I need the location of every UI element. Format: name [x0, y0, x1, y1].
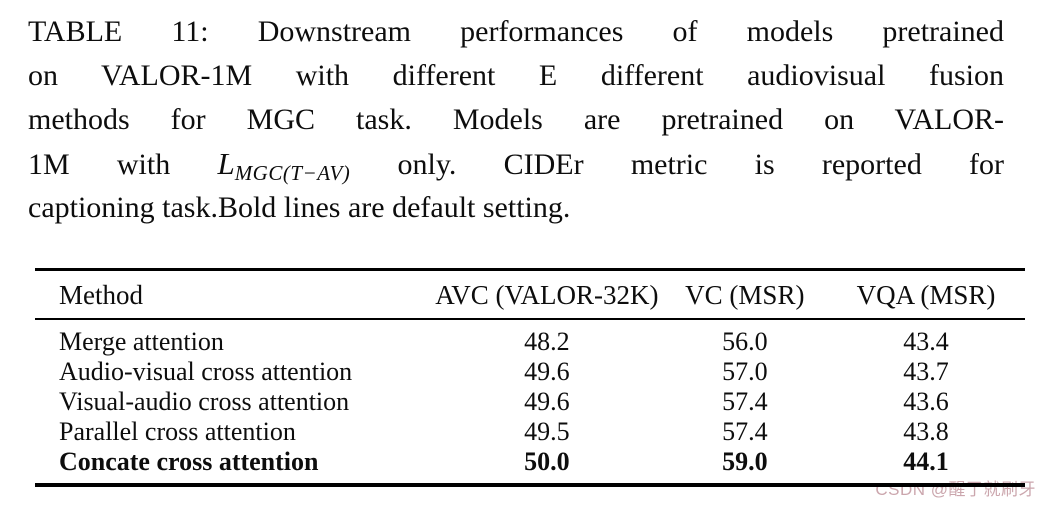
cell-avc: 48.2 — [524, 327, 570, 356]
table-row: Merge attention 48.2 56.0 43.4 — [35, 319, 1025, 357]
cell-vc: 59.0 — [722, 447, 768, 476]
cell-avc: 49.6 — [524, 357, 570, 386]
cell-vqa: 43.4 — [903, 327, 949, 356]
table-row-default-setting: Concate cross attention 50.0 59.0 44.1 — [35, 447, 1025, 485]
cell-vc: 57.0 — [722, 357, 768, 386]
cell-vqa: 43.8 — [903, 417, 949, 446]
table-row: Audio-visual cross attention 49.6 57.0 4… — [35, 357, 1025, 387]
col-header-vc: VC (MSR) — [662, 271, 827, 320]
cell-vqa: 43.7 — [903, 357, 949, 386]
cell-method: Concate cross attention — [59, 447, 319, 476]
caption-line-4: 1M with LMGC(T−AV) only. CIDEr metric is… — [28, 142, 1004, 186]
caption-line-5: captioning task.Bold lines are default s… — [28, 191, 571, 224]
header-row: Method AVC (VALOR-32K) VC (MSR) VQA (MSR… — [35, 271, 1025, 320]
cell-method: Audio-visual cross attention — [59, 357, 353, 386]
cell-vc: 57.4 — [722, 387, 768, 416]
caption-line-4-suffix: only. CIDEr metric is reported for — [397, 148, 1005, 181]
cell-method: Visual-audio cross attention — [59, 387, 350, 416]
caption-line-4-prefix: 1M with — [28, 148, 171, 181]
cell-avc: 49.6 — [524, 387, 570, 416]
table-row: Visual-audio cross attention 49.6 57.4 4… — [35, 387, 1025, 417]
mgc-loss-formula: LMGC(T−AV) — [217, 146, 350, 185]
cell-avc: 50.0 — [524, 447, 570, 476]
caption-line-2: on VALOR-1M with different E different a… — [28, 59, 1004, 92]
cell-vc: 56.0 — [722, 327, 768, 356]
col-header-vqa: VQA (MSR) — [826, 271, 1025, 320]
cell-method: Merge attention — [59, 327, 224, 356]
formula-subscript: MGC(T−AV) — [234, 161, 351, 185]
caption-line-1: TABLE 11: Downstream performances of mod… — [28, 15, 1004, 48]
formula-base: L — [217, 146, 235, 181]
cell-vqa: 44.1 — [903, 447, 949, 476]
table-caption: TABLE 11: Downstream performances of mod… — [28, 10, 1004, 230]
cell-vqa: 43.6 — [903, 387, 949, 416]
results-table: Method AVC (VALOR-32K) VC (MSR) VQA (MSR… — [35, 268, 1025, 487]
col-header-avc: AVC (VALOR-32K) — [431, 271, 663, 320]
col-header-method: Method — [35, 271, 431, 320]
cell-vc: 57.4 — [722, 417, 768, 446]
table-row: Parallel cross attention 49.5 57.4 43.8 — [35, 417, 1025, 447]
cell-avc: 49.5 — [524, 417, 570, 446]
cell-method: Parallel cross attention — [59, 417, 296, 446]
caption-line-3: methods for MGC task. Models are pretrai… — [28, 103, 1004, 136]
